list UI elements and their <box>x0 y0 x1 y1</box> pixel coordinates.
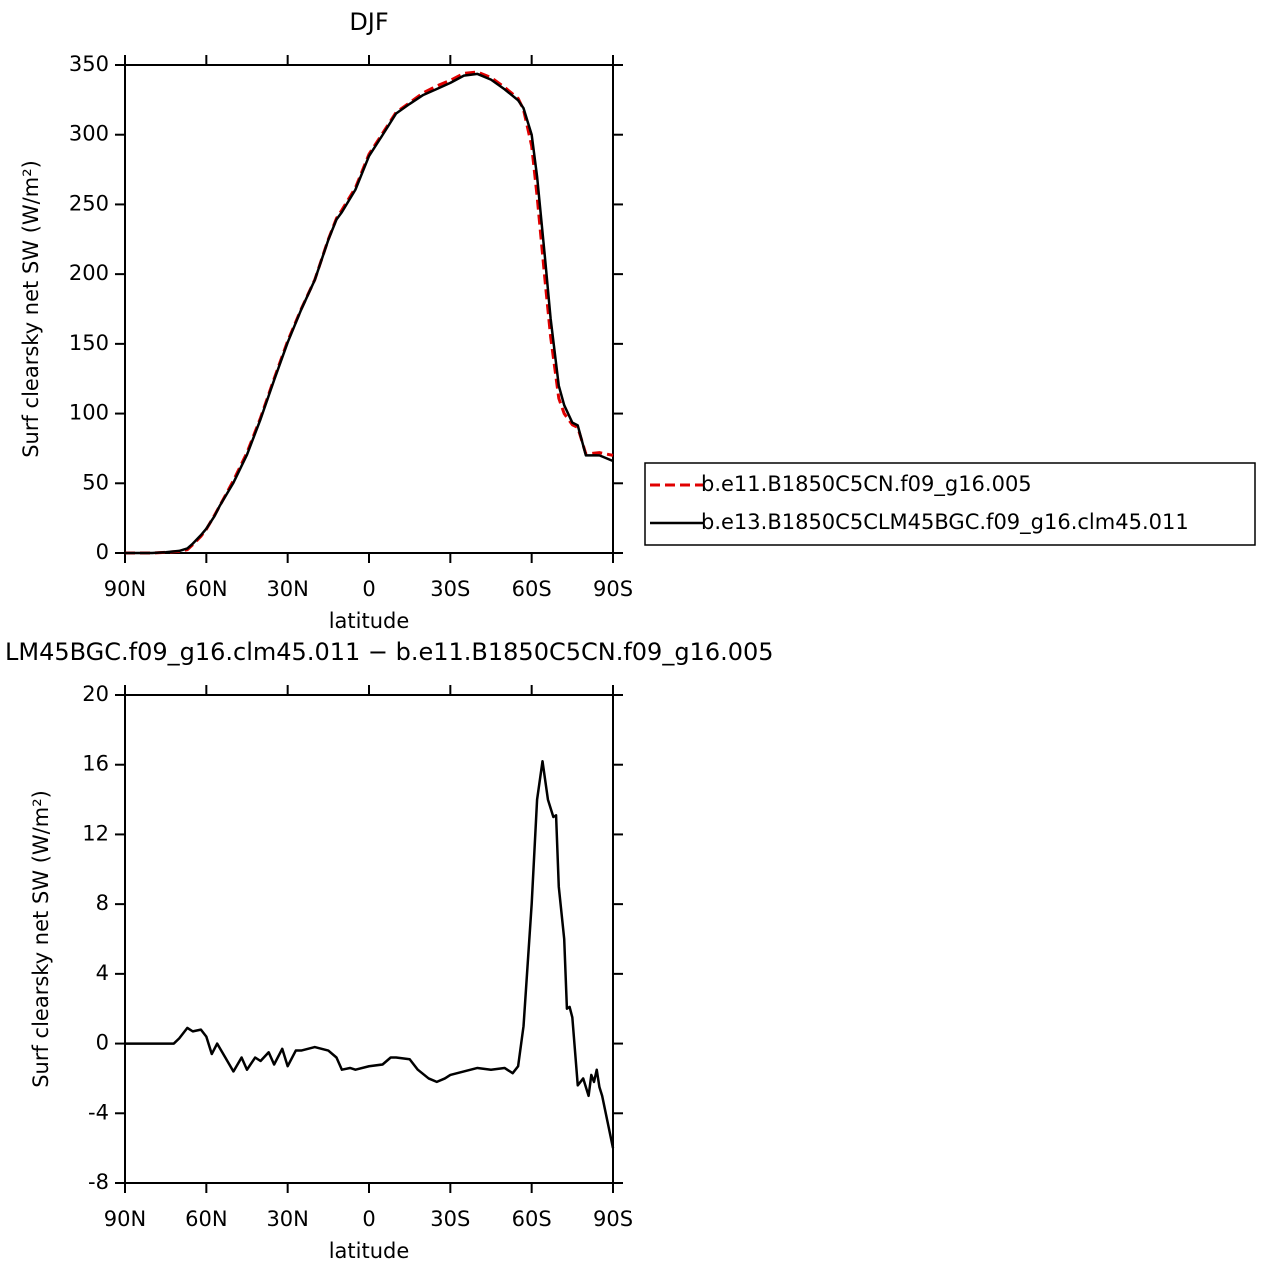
chart-title: DJF <box>349 8 388 36</box>
y-tick-label: 50 <box>82 470 109 494</box>
series-line <box>125 759 615 1149</box>
x-tick-label: 0 <box>362 577 375 601</box>
x-tick-label: 30S <box>430 1207 470 1231</box>
x-tick-label: 30S <box>430 577 470 601</box>
series-line <box>125 70 614 555</box>
y-axis-label: Surf clearsky net SW (W/m²) <box>19 160 43 458</box>
y-tick-label: 150 <box>69 331 109 355</box>
x-tick-label: 60N <box>185 577 227 601</box>
plot-frame <box>124 64 614 554</box>
x-tick-label: 90S <box>593 1207 633 1231</box>
x-tick-label: 30N <box>266 577 308 601</box>
plot-frame <box>124 694 614 1184</box>
x-tick-label: 90N <box>104 577 146 601</box>
y-tick-label: -8 <box>88 1170 109 1194</box>
y-tick-label: 0 <box>96 540 109 564</box>
x-tick-label: 90N <box>104 1207 146 1231</box>
x-tick-label: 60S <box>512 1207 552 1231</box>
legend-box <box>644 462 1256 546</box>
series-line <box>125 72 614 555</box>
x-tick-label: 90S <box>593 577 633 601</box>
y-tick-label: 12 <box>82 821 109 845</box>
y-tick-label: 300 <box>69 122 109 146</box>
y-tick-label: -4 <box>88 1100 109 1124</box>
x-tick-label: 30N <box>266 1207 308 1231</box>
x-axis-label: latitude <box>329 609 410 633</box>
y-tick-label: 20 <box>82 682 109 706</box>
y-tick-label: 350 <box>69 52 109 76</box>
y-tick-label: 250 <box>69 191 109 215</box>
y-tick-label: 4 <box>96 961 109 985</box>
y-tick-label: 16 <box>82 752 109 776</box>
y-axis-label: Surf clearsky net SW (W/m²) <box>29 790 53 1088</box>
y-tick-label: 100 <box>69 401 109 425</box>
x-tick-label: 60N <box>185 1207 227 1231</box>
x-tick-label: 0 <box>362 1207 375 1231</box>
y-tick-label: 0 <box>96 1031 109 1055</box>
chart-title: LM45BGC.f09_g16.clm45.011 − b.e11.B1850C… <box>5 638 774 666</box>
y-tick-label: 8 <box>96 891 109 915</box>
legend-label: b.e13.B1850C5CLM45BGC.f09_g16.clm45.011 <box>701 510 1189 535</box>
x-tick-label: 60S <box>512 577 552 601</box>
y-tick-label: 200 <box>69 261 109 285</box>
x-axis-label: latitude <box>329 1239 410 1263</box>
legend-label: b.e11.B1850C5CN.f09_g16.005 <box>701 472 1032 497</box>
